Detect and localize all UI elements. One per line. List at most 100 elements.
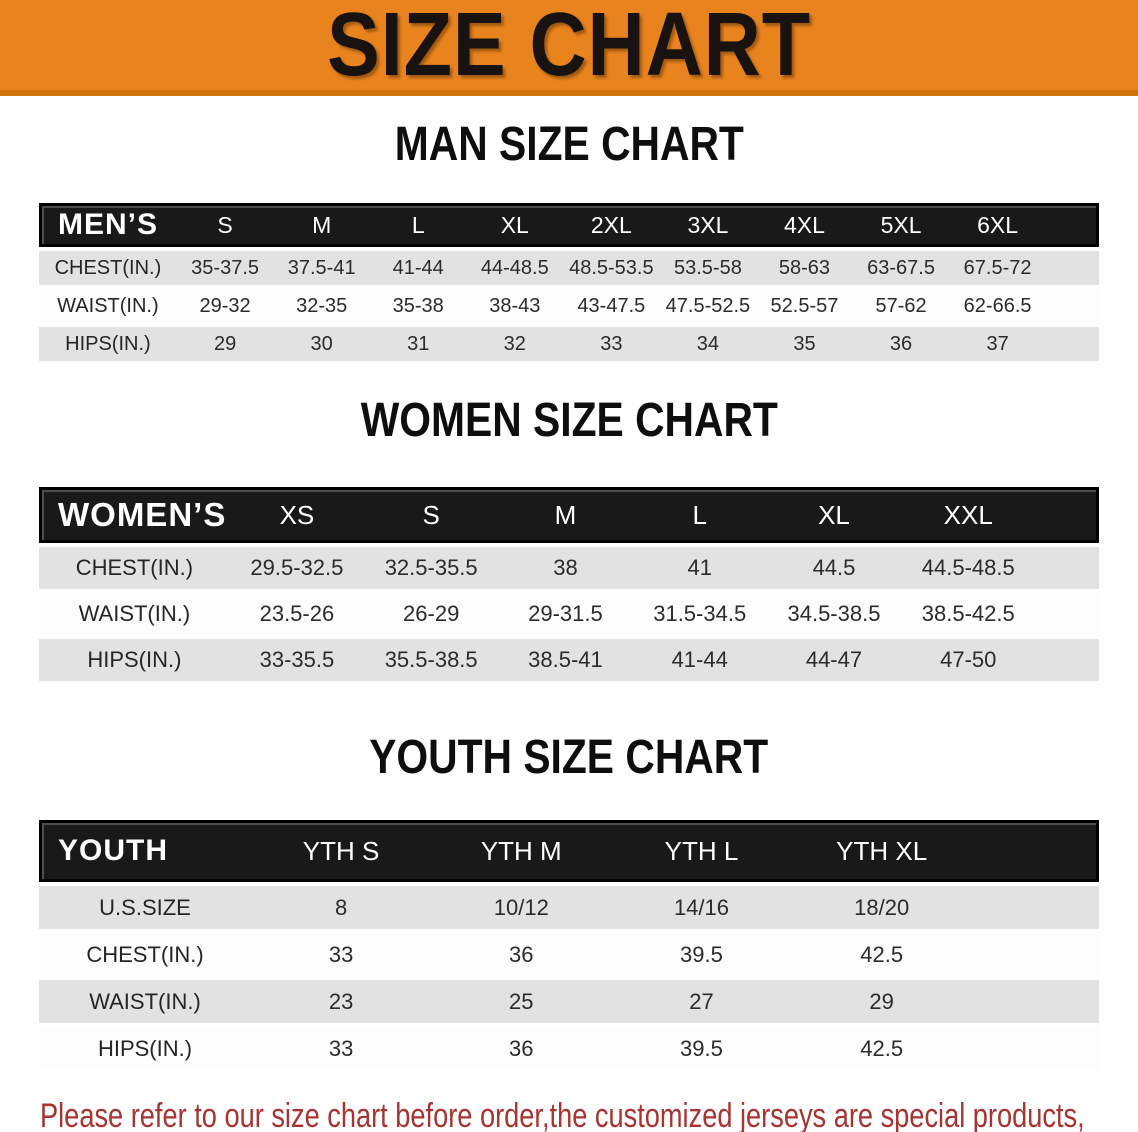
size-value: 8 — [334, 894, 348, 920]
size-value: 10/12 — [493, 894, 549, 920]
size-value: 18/20 — [854, 894, 910, 920]
size-value: 41 — [687, 555, 712, 580]
disclaimer-line-1: Please refer to our size chart before or… — [40, 1097, 1085, 1132]
size-value: 44.5-48.5 — [921, 555, 1015, 580]
measurement-label: WAIST(IN.) — [57, 294, 159, 317]
size-column-header: 4XL — [756, 203, 853, 247]
size-column-header: YTH XL — [791, 820, 972, 882]
size-value: 29-32 — [199, 294, 251, 317]
header-spacer — [971, 820, 1099, 882]
size-column-header: 2XL — [563, 203, 660, 247]
measurement-row: U.S.SIZE 8 10/12 14/16 18/20 — [39, 886, 1099, 929]
size-value: 36 — [889, 332, 913, 355]
measurement-row: CHEST(IN.) 33 36 39.5 42.5 — [39, 933, 1099, 976]
size-value: 26-29 — [403, 601, 460, 626]
size-column-header: YTH L — [611, 820, 792, 882]
size-chart-title: SIZE CHART — [327, 0, 811, 95]
size-value: 63-67.5 — [867, 256, 935, 279]
header-spacer — [1035, 487, 1099, 543]
size-value: 29 — [869, 988, 894, 1014]
measurement-label: WAIST(IN.) — [89, 988, 201, 1014]
size-value: 37.5-41 — [287, 256, 356, 279]
size-value: 39.5 — [680, 1035, 723, 1061]
header-spacer — [1045, 203, 1099, 247]
size-value: 52.5-57 — [770, 294, 839, 317]
women-section-heading: WOMEN SIZE CHART — [0, 394, 1138, 455]
size-value: 57-62 — [875, 294, 927, 317]
size-value: 62-66.5 — [963, 294, 1032, 317]
size-column-header: XXL — [901, 487, 1036, 543]
size-value: 27 — [689, 988, 714, 1014]
row-spacer — [1035, 593, 1099, 635]
size-value: 35 — [793, 332, 816, 355]
size-value: 48.5-53.5 — [569, 256, 654, 279]
size-value: 35-37.5 — [191, 256, 260, 279]
size-chart-banner: SIZE CHART — [0, 0, 1138, 96]
measurement-row: WAIST(IN.) 23.5-26 26-29 29-31.5 31.5-34.5 34… — [39, 593, 1099, 635]
size-value: 32 — [503, 332, 526, 355]
size-value: 36 — [509, 941, 534, 967]
size-column-header: L — [369, 203, 467, 247]
measurement-row: CHEST(IN.) 35-37.5 37.5-41 41-44 44-48.5 48.5… — [39, 251, 1099, 285]
size-value: 44.5 — [812, 555, 856, 580]
size-value: 23.5-26 — [259, 601, 335, 626]
row-spacer — [1035, 547, 1099, 589]
row-spacer — [972, 933, 1099, 976]
men-size-table: MEN’S S M L XL 2XL 3XL 4XL 5XL 6XL CHEST(IN.) 35-37… — [39, 199, 1099, 365]
size-value: 67.5-72 — [963, 256, 1032, 279]
size-value: 35-38 — [392, 294, 444, 317]
order-disclaimer: Please refer to our size chart before or… — [40, 1092, 1138, 1132]
measurement-row: HIPS(IN.) 33-35.5 35.5-38.5 38.5-41 41-44 44-… — [39, 639, 1099, 681]
measurement-label: HIPS(IN.) — [65, 332, 151, 355]
size-value: 29 — [213, 332, 237, 355]
measurement-label: U.S.SIZE — [99, 894, 191, 920]
table-corner-label: YOUTH — [39, 820, 251, 882]
size-column-header: M — [498, 487, 633, 543]
table-header-row: YOUTH YTH S YTH M YTH L YTH XL — [39, 820, 1099, 882]
size-column-header: YTH S — [251, 820, 432, 882]
size-value: 33 — [328, 1035, 354, 1061]
measurement-label: CHEST(IN.) — [86, 941, 204, 967]
size-value: 53.5-58 — [673, 256, 742, 279]
size-value: 38.5-41 — [528, 647, 603, 672]
size-value: 33 — [600, 332, 623, 355]
row-spacer — [1035, 639, 1099, 681]
measurement-label: HIPS(IN.) — [87, 647, 182, 672]
size-value: 35.5-38.5 — [384, 647, 478, 672]
size-column-header: XL — [766, 487, 902, 543]
measurement-label: CHEST(IN.) — [54, 256, 162, 279]
size-value: 47-50 — [940, 647, 997, 672]
women-size-chart-title: WOMEN SIZE CHART — [360, 394, 778, 447]
size-column-header: S — [364, 487, 499, 543]
size-value: 41-44 — [671, 647, 728, 672]
row-spacer — [972, 886, 1099, 929]
measurement-row: WAIST(IN.) 29-32 32-35 35-38 38-43 43-47.5 47.… — [39, 289, 1099, 323]
size-value: 14/16 — [673, 894, 729, 920]
table-corner-label: WOMEN’S — [39, 487, 230, 543]
size-value: 34.5-38.5 — [787, 601, 881, 626]
size-value: 38-43 — [489, 294, 541, 317]
youth-size-table: YOUTH YTH S YTH M YTH L YTH XL U.S.SIZE 8 10/12… — [39, 816, 1099, 1074]
size-value: 42.5 — [860, 941, 904, 967]
size-value: 44-47 — [805, 647, 863, 672]
size-column-header: L — [632, 487, 767, 543]
size-value: 47.5-52.5 — [665, 294, 751, 317]
measurement-row: CHEST(IN.) 29.5-32.5 32.5-35.5 38 41 44.5 44.5… — [39, 547, 1099, 589]
size-column-header: XL — [466, 203, 564, 247]
measurement-row: HIPS(IN.) 33 36 39.5 42.5 — [39, 1027, 1099, 1070]
man-size-chart-title: MAN SIZE CHART — [394, 118, 744, 171]
size-value: 44-48.5 — [480, 256, 549, 279]
size-column-header: M — [273, 203, 370, 247]
youth-size-chart-title: YOUTH SIZE CHART — [369, 731, 769, 784]
size-column-header: XS — [229, 487, 365, 543]
row-spacer — [1046, 289, 1099, 323]
size-value: 38 — [553, 555, 578, 580]
measurement-row: HIPS(IN.) 29 30 31 32 33 34 35 36 37 — [39, 327, 1099, 361]
size-value: 58-63 — [778, 256, 831, 279]
table-header-row: MEN’S S M L XL 2XL 3XL 4XL 5XL 6XL — [39, 203, 1099, 247]
size-value: 39.5 — [680, 941, 723, 967]
table-corner-label: MEN’S — [39, 203, 177, 247]
women-size-table: WOMEN’S XS S M L XL XXL CHEST(IN.) 29.5-32.5 32.5… — [39, 483, 1099, 685]
measurement-label: CHEST(IN.) — [75, 555, 194, 580]
size-value: 30 — [310, 332, 333, 355]
